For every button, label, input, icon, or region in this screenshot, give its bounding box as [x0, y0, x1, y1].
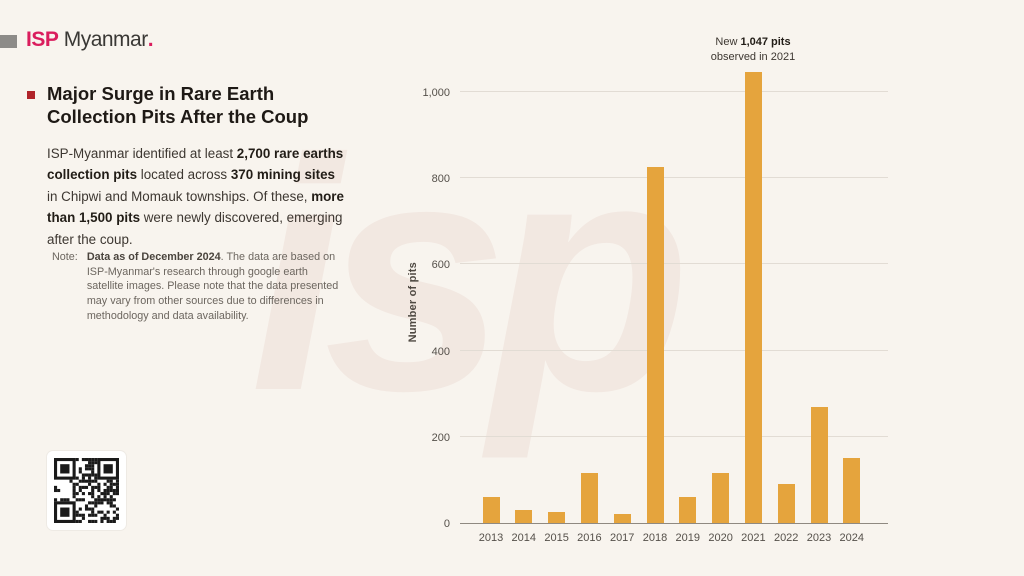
note-block: Note: Data as of December 2024. The data…	[52, 250, 340, 324]
bar-2014	[515, 510, 533, 523]
gridline-1000	[460, 91, 888, 92]
xtick-2021: 2021	[741, 532, 766, 544]
ytick-400: 400	[431, 345, 450, 358]
ytick-1000: 1,000	[422, 87, 450, 99]
chart-annotation: New 1,047 pits observed in 2021	[711, 35, 795, 65]
ytick-0: 0	[443, 518, 450, 530]
xtick-2019: 2019	[675, 532, 701, 544]
xtick-2016: 2016	[577, 532, 602, 544]
ytick-200: 200	[431, 431, 450, 444]
note-body: Data as of December 2024. The data are b…	[86, 251, 339, 322]
ytick-600: 600	[431, 259, 450, 272]
bar-2013	[482, 497, 500, 523]
xtick-2014: 2014	[511, 532, 537, 544]
xtick-2017: 2017	[609, 532, 635, 544]
annotation-line2: observed in 2021	[710, 51, 796, 63]
bar-2020	[712, 473, 730, 523]
note-label: Note:	[52, 251, 78, 263]
page-title: Major Surge in Rare Earth Collection Pit…	[47, 82, 308, 128]
isp-myanmar-logo: ISP Myanmar.	[26, 28, 154, 52]
bar-2016	[580, 473, 598, 523]
bar-2024	[843, 458, 861, 523]
bar-2017	[613, 514, 631, 523]
qr-code-svg	[54, 458, 119, 523]
annotation-line1: New 1,047 pits	[715, 36, 791, 48]
bar-2019	[679, 497, 697, 523]
bar-2022	[777, 484, 795, 523]
xtick-2020: 2020	[708, 532, 733, 544]
gridline-200	[460, 435, 888, 437]
intro-paragraph: ISP-Myanmar identified at least 2,700 ra…	[47, 146, 344, 247]
gridline-800	[460, 177, 888, 179]
title-bullet-square	[27, 91, 35, 99]
gridline-600	[460, 263, 888, 265]
xtick-2022: 2022	[773, 532, 799, 544]
xtick-2023: 2023	[806, 532, 832, 544]
bar-2023	[810, 406, 828, 523]
logo-isp-text: ISP	[26, 28, 59, 51]
xtick-2015: 2015	[544, 532, 569, 544]
bar-2021	[744, 71, 762, 523]
logo-gray-block	[0, 35, 17, 48]
bar-2015	[548, 512, 566, 523]
plot-area: New 1,047 pits observed in 2021 0 200 400 6…	[422, 36, 888, 544]
y-axis-label: Number of pits	[407, 262, 419, 343]
logo-myanmar-text: Myanmar	[63, 28, 149, 51]
logo-dot: .	[147, 28, 154, 51]
xtick-2013: 2013	[478, 532, 504, 544]
isp-watermark: isp	[250, 90, 691, 459]
page-title-line1: Major Surge in Rare Earth	[47, 83, 275, 104]
gridline-400	[460, 349, 888, 351]
qr-code	[47, 451, 126, 530]
page-title-line2: Collection Pits After the Coup	[47, 106, 309, 127]
ytick-800: 800	[431, 173, 450, 186]
bar-2018	[646, 167, 664, 523]
xtick-2018: 2018	[642, 532, 668, 544]
xtick-2024: 2024	[839, 532, 865, 544]
